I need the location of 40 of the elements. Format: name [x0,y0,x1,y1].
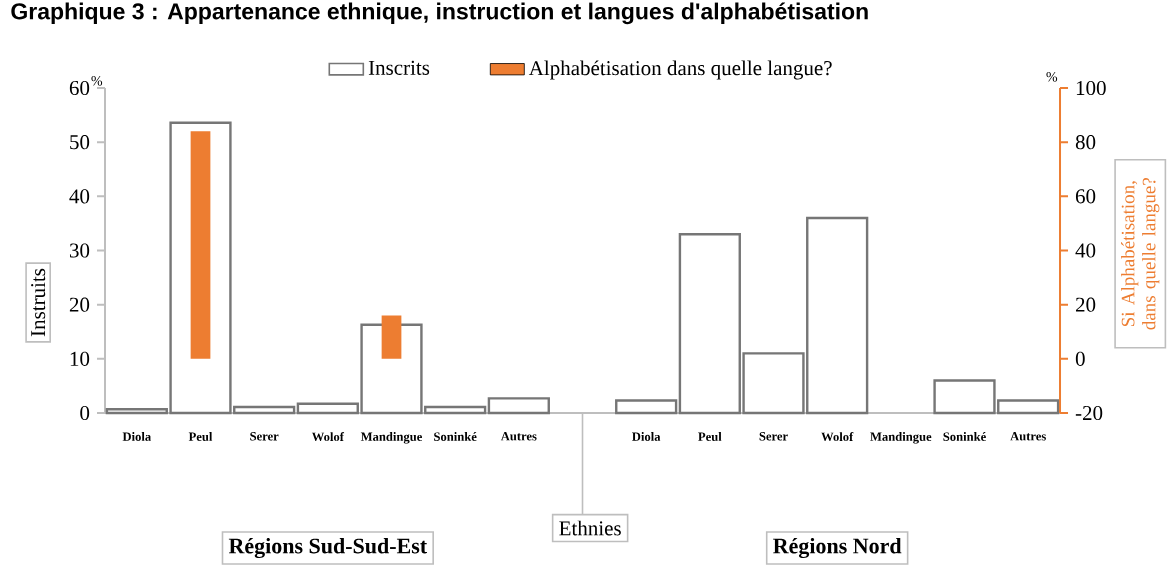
x-tick-label: Diola [122,432,151,441]
text: % [1046,72,1058,82]
x-tick-label: Peul [698,432,722,441]
text: % [91,76,103,86]
x-axis-title: Ethnies [559,520,621,536]
text: Régions Sud-Sud-Est [228,537,428,559]
x-tick-label: Mandingue [870,432,932,444]
x-tick-label: Soninké [434,432,477,441]
y2-tick-label: 20 [1075,297,1096,312]
y-tick-label: 30 [69,243,90,258]
y-tick-label: 20 [69,297,90,312]
y2-tick-label: 60 [1075,189,1096,204]
x-tick-label: Peul [188,432,213,441]
y-tick-label: 0 [80,405,90,421]
text: Régions Nord [773,537,902,559]
y-tick-label: 60 [69,80,90,96]
x-tick-label: Autres [1010,432,1046,441]
x-tick-label: Wolof [821,432,854,442]
x-tick-label: Diola [632,432,661,441]
x-tick-label: Serer [759,432,788,441]
y-axis-title: Instruits [31,268,46,337]
x-tick-label: Wolof [311,432,345,442]
chart-title: Graphique 3 : Appartenance ethnique, instruction et langues d'alphabétisation [11,2,868,25]
y2-axis-title: Si Alphabétisation, dans quelle langue? [1121,178,1160,330]
y-tick-label: 50 [70,135,90,150]
y2-tick-label: 80 [1075,135,1096,150]
y-tick-label: 10 [70,351,90,366]
y2-tick-label: 0 [1075,351,1085,366]
y2-tick-label: -20 [1075,405,1103,421]
bar [615,399,678,415]
x-tick-label: Autres [500,432,537,441]
legend-label: Alphabétisation dans quelle langue? [528,60,832,80]
bar [487,397,550,415]
y-tick-label: 40 [69,189,90,204]
legend-label: Inscrits [368,60,430,75]
y2-tick-label: 100 [1076,80,1106,96]
x-tick-label: Serer [250,432,279,441]
y2-tick-label: 40 [1075,243,1096,258]
x-tick-label: Mandingue [360,432,422,444]
x-tick-label: Soninké [943,432,986,441]
